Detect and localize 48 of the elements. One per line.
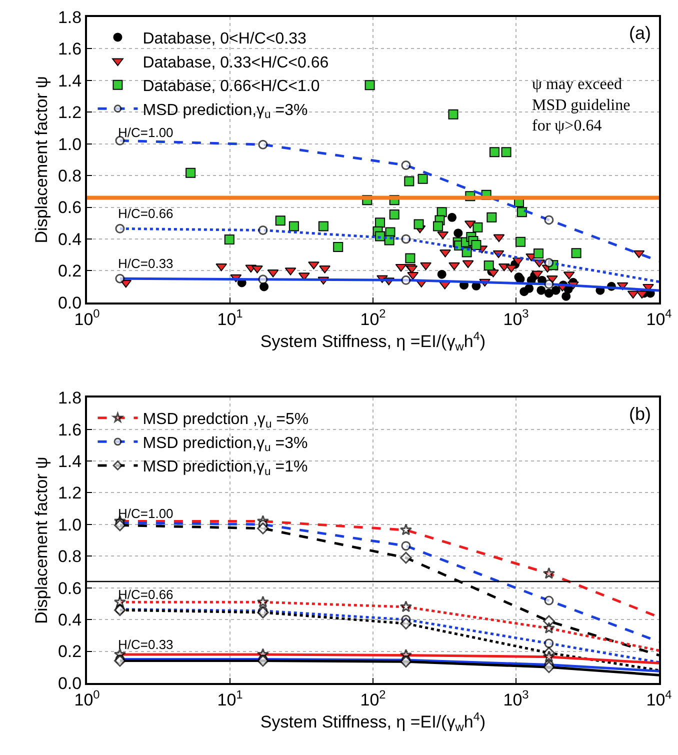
y-tick-label: 1.2 [58,484,82,503]
y-tick-label: 0.2 [58,262,82,281]
legend-label: Database, 0.33<H/C<0.66 [142,54,329,72]
y-tick-label: 1.2 [58,103,82,122]
x-axis-title: System Stiffness, η =EI/(γ$_{w}$h$^{4}$) [260,709,486,734]
y-axis-title: Displacement factor ψ [32,456,52,624]
legend-label: Database, 0.66<H/C<1.0 [142,78,320,96]
y-tick-label: 1.4 [58,452,82,471]
x-tick-label: 10$^{1}$ [217,306,244,329]
y-tick-label: 0.6 [58,198,82,218]
legend-label: MSD prediction,γ$_{u}$ =3% [142,434,308,454]
x-tick-label: 10$^{1}$ [217,687,244,710]
y-tick-label: 0.8 [58,547,82,566]
y-tick-label: 0.0 [58,293,82,312]
y-tick-label: 1.6 [58,420,82,440]
annotation: H/C=1.00 [118,506,174,521]
y-tick-label: 1.0 [58,134,82,154]
x-tick-label: 10$^{4}$ [646,306,672,329]
x-axis-title: System Stiffness, η =EI/(γ$_{w}$h$^{4}$) [260,328,486,354]
legend-label: MSD prediction,γ$_{u}$ =1% [142,458,308,478]
x-tick-label: 10$^{2}$ [360,306,386,329]
annotation: H/C=1.00 [118,125,174,140]
y-tick-label: 0.2 [58,642,82,662]
annotation: (b) [629,404,651,424]
y-tick-label: 1.4 [58,71,82,90]
annotation: (a) [629,23,651,43]
y-tick-label: 0.4 [58,610,82,630]
y-tick-label: 1.0 [58,515,82,534]
legend-label: MSD prediction,γ$_{u}$ =3% [142,102,308,122]
x-tick-label: 10$^{3}$ [503,306,530,329]
x-tick-label: 10$^{2}$ [360,687,386,710]
y-tick-label: 0.0 [58,674,82,693]
annotation: H/C=0.66 [118,587,174,602]
y-tick-label: 1.8 [58,8,82,27]
annotation: H/C=0.66 [118,206,174,221]
annotation: H/C=0.33 [118,256,174,271]
legend-label: MSD predction ,γ$_{u}$ =5% [142,411,309,430]
legend-label: Database, 0<H/C<0.33 [142,30,306,48]
y-tick-label: 1.8 [58,388,82,408]
y-tick-label: 1.6 [58,40,82,59]
annotation: ψ may exceed MSD guideline for ψ>0.64 [532,76,630,135]
annotation: H/C=0.33 [118,637,174,652]
y-tick-label: 0.8 [58,166,82,186]
y-tick-label: 0.4 [58,230,82,249]
y-axis-title: Displacement factor ψ [32,76,52,244]
x-tick-label: 10$^{3}$ [503,687,530,710]
x-tick-label: 10$^{4}$ [646,687,672,710]
y-tick-label: 0.6 [58,578,82,598]
